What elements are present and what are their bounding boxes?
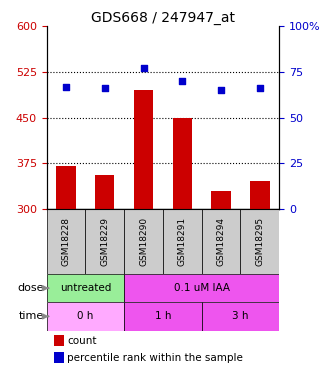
Point	[141, 65, 146, 71]
Bar	[47, 302, 124, 330]
Text: count: count	[67, 336, 97, 345]
Bar	[124, 209, 163, 274]
Text: dose: dose	[18, 283, 44, 293]
Text: GSM18295: GSM18295	[256, 217, 265, 266]
Text: GSM18294: GSM18294	[217, 217, 226, 266]
Bar	[95, 176, 114, 209]
Text: 1 h: 1 h	[155, 311, 171, 321]
Bar	[85, 209, 124, 274]
Bar	[54, 352, 64, 363]
Bar	[47, 209, 85, 274]
Text: 0 h: 0 h	[77, 311, 93, 321]
Point	[102, 86, 107, 92]
Bar	[202, 209, 240, 274]
Point	[219, 87, 224, 93]
Text: percentile rank within the sample: percentile rank within the sample	[67, 352, 243, 363]
Bar	[124, 302, 202, 330]
Bar	[240, 209, 279, 274]
Point	[257, 86, 263, 92]
Text: 3 h: 3 h	[232, 311, 249, 321]
Bar	[202, 302, 279, 330]
Text: GSM18291: GSM18291	[178, 217, 187, 266]
Text: time: time	[19, 311, 44, 321]
Bar	[173, 117, 192, 209]
Bar	[163, 209, 202, 274]
Text: GSM18290: GSM18290	[139, 217, 148, 266]
Text: 0.1 uM IAA: 0.1 uM IAA	[174, 283, 230, 293]
Bar	[47, 274, 124, 302]
Bar	[124, 274, 279, 302]
Bar	[54, 335, 64, 346]
Bar	[250, 182, 270, 209]
Text: untreated: untreated	[60, 283, 111, 293]
Text: GSM18228: GSM18228	[61, 217, 70, 266]
Point	[180, 78, 185, 84]
Point	[63, 84, 68, 90]
Bar	[134, 90, 153, 209]
Text: GSM18229: GSM18229	[100, 217, 109, 266]
Title: GDS668 / 247947_at: GDS668 / 247947_at	[91, 11, 235, 25]
Bar	[56, 166, 76, 209]
Bar	[212, 190, 231, 209]
